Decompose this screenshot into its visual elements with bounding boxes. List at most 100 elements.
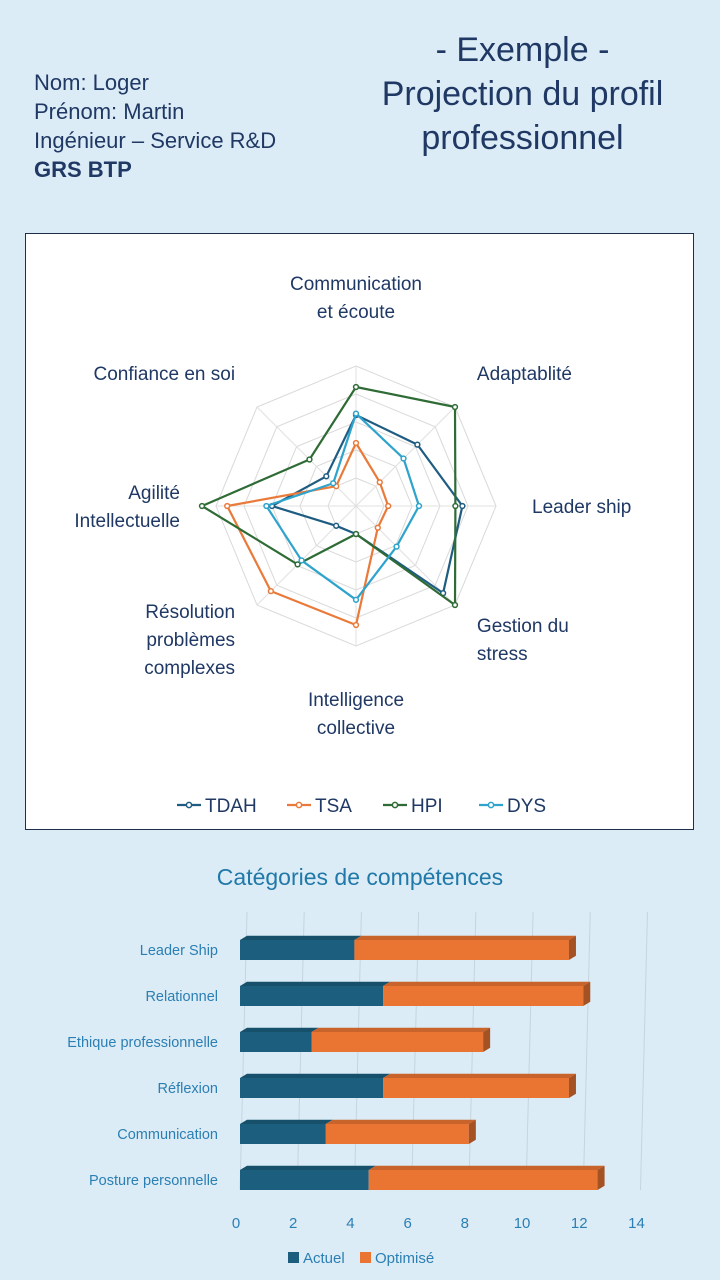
legend-swatch bbox=[288, 1252, 299, 1263]
bar-actuel bbox=[240, 986, 384, 1006]
radar-point bbox=[352, 530, 360, 538]
legend-item-optimisé: Optimisé bbox=[360, 1250, 434, 1267]
legend-item-dys: DYS bbox=[479, 796, 546, 817]
x-tick-label: 4 bbox=[346, 1215, 354, 1232]
radar-point bbox=[267, 587, 275, 595]
radar-point bbox=[198, 502, 206, 510]
legend-marker bbox=[487, 801, 495, 809]
bar-optimisé bbox=[325, 1124, 469, 1144]
legend-swatch bbox=[360, 1252, 371, 1263]
radar-point bbox=[352, 596, 360, 603]
radar-axis-label: stress bbox=[477, 644, 528, 665]
bar-top-face bbox=[325, 1119, 476, 1124]
bar-gridline bbox=[639, 911, 648, 1191]
radar-spoke bbox=[256, 406, 357, 507]
radar-point bbox=[306, 456, 313, 463]
x-tick-label: 8 bbox=[461, 1215, 469, 1232]
radar-point bbox=[330, 480, 337, 487]
radar-point bbox=[224, 502, 231, 510]
radar-axis-label: problèmes bbox=[146, 630, 235, 651]
legend-label: HPI bbox=[411, 796, 443, 817]
bar-top-face bbox=[240, 1027, 319, 1032]
profile-info: Nom: Loger Prénom: Martin Ingénieur – Se… bbox=[34, 68, 276, 184]
radar-spoke bbox=[256, 505, 357, 606]
bar-side-face bbox=[568, 1073, 576, 1098]
bar-actuel bbox=[240, 940, 355, 960]
radar-point bbox=[400, 455, 407, 462]
x-tick-label: 14 bbox=[628, 1215, 645, 1232]
bar-side-face bbox=[597, 1165, 605, 1190]
radar-point bbox=[323, 473, 330, 480]
radar-point bbox=[415, 502, 423, 510]
bar-side-face bbox=[583, 981, 591, 1006]
radar-point bbox=[451, 403, 459, 411]
radar-axis-label: Communication bbox=[290, 274, 422, 295]
radar-axis-label: collective bbox=[317, 718, 395, 739]
bar-side-face bbox=[568, 935, 576, 960]
legend-label: DYS bbox=[507, 796, 546, 817]
bar-top-face bbox=[240, 1119, 333, 1124]
bar-actuel bbox=[240, 1078, 384, 1098]
firstname-line: Prénom: Martin bbox=[34, 99, 185, 124]
legend-marker bbox=[185, 801, 193, 809]
bar-optimisé bbox=[311, 1032, 484, 1052]
bar-chart-title: Catégories de compétences bbox=[217, 864, 503, 890]
legend-marker bbox=[295, 801, 303, 809]
radar-chart-panel: Communication et écoute Adaptablité Leader … bbox=[25, 233, 694, 830]
radar-point bbox=[294, 561, 301, 568]
title-line-2: Projection du profil bbox=[381, 75, 664, 113]
bar-top-face bbox=[354, 935, 576, 940]
bar-actuel bbox=[240, 1032, 312, 1052]
bar-optimisé bbox=[368, 1170, 598, 1190]
legend-label: TDAH bbox=[205, 796, 257, 817]
radar-axis-label: Intelligence bbox=[308, 690, 404, 711]
bar-top-face bbox=[383, 981, 591, 986]
bar-series-group bbox=[240, 935, 605, 1190]
title-line-3: professionnel bbox=[421, 119, 624, 157]
legend-item-tsa: TSA bbox=[287, 796, 352, 817]
radar-point bbox=[385, 502, 392, 510]
x-tick-label: 10 bbox=[514, 1215, 531, 1232]
radar-grid bbox=[215, 365, 497, 647]
radar-point bbox=[352, 621, 360, 629]
bar-top-face bbox=[240, 935, 362, 940]
radar-axis-label: Adaptablité bbox=[477, 364, 572, 385]
radar-point bbox=[352, 383, 360, 391]
radar-axis-label: Résolution bbox=[145, 602, 235, 623]
y-category-label: Communication bbox=[117, 1127, 218, 1143]
radar-point bbox=[393, 543, 400, 550]
radar-legend: TDAH TSA HPI DYS bbox=[177, 796, 546, 817]
radar-axis-labels: Communication et écoute Adaptablité Leader … bbox=[74, 274, 631, 739]
radar-series-group bbox=[198, 383, 466, 629]
bar-top-face bbox=[240, 1073, 391, 1078]
bar-top-face bbox=[240, 981, 391, 986]
bar-chart-panel: Catégories de compétences 0 2 4 6 8 10 12 14 Lead… bbox=[0, 850, 720, 1280]
y-category-label: Ethique professionnelle bbox=[67, 1035, 218, 1051]
radar-point bbox=[414, 441, 421, 448]
radar-point bbox=[459, 502, 466, 510]
radar-point bbox=[376, 479, 383, 486]
legend-marker bbox=[391, 801, 399, 809]
radar-point bbox=[352, 410, 360, 417]
radar-spoke bbox=[355, 505, 456, 606]
radar-axis-label: Confiance en soi bbox=[94, 364, 236, 385]
radar-point bbox=[263, 502, 270, 510]
title-line-1: - Exemple - bbox=[435, 31, 610, 69]
radar-axis-label: Intellectuelle bbox=[74, 511, 180, 532]
organization: GRS BTP bbox=[34, 157, 132, 182]
bar-side-face bbox=[468, 1119, 476, 1144]
legend-label: TSA bbox=[315, 796, 352, 817]
radar-point bbox=[298, 557, 305, 564]
legend-item-tdah: TDAH bbox=[177, 796, 257, 817]
y-category-label: Leader Ship bbox=[140, 943, 218, 959]
radar-point bbox=[374, 524, 381, 531]
legend-item-hpi: HPI bbox=[383, 796, 443, 817]
bar-chart: Catégories de compétences 0 2 4 6 8 10 12 14 Lead… bbox=[67, 864, 648, 1267]
bar-top-face bbox=[383, 1073, 576, 1078]
radar-point bbox=[352, 439, 360, 447]
y-category-label: Réflexion bbox=[158, 1081, 218, 1097]
radar-axis-label: et écoute bbox=[317, 302, 395, 323]
legend-item-actuel: Actuel bbox=[288, 1250, 345, 1267]
legend-label: Optimisé bbox=[375, 1250, 434, 1267]
x-tick-label: 6 bbox=[403, 1215, 411, 1232]
